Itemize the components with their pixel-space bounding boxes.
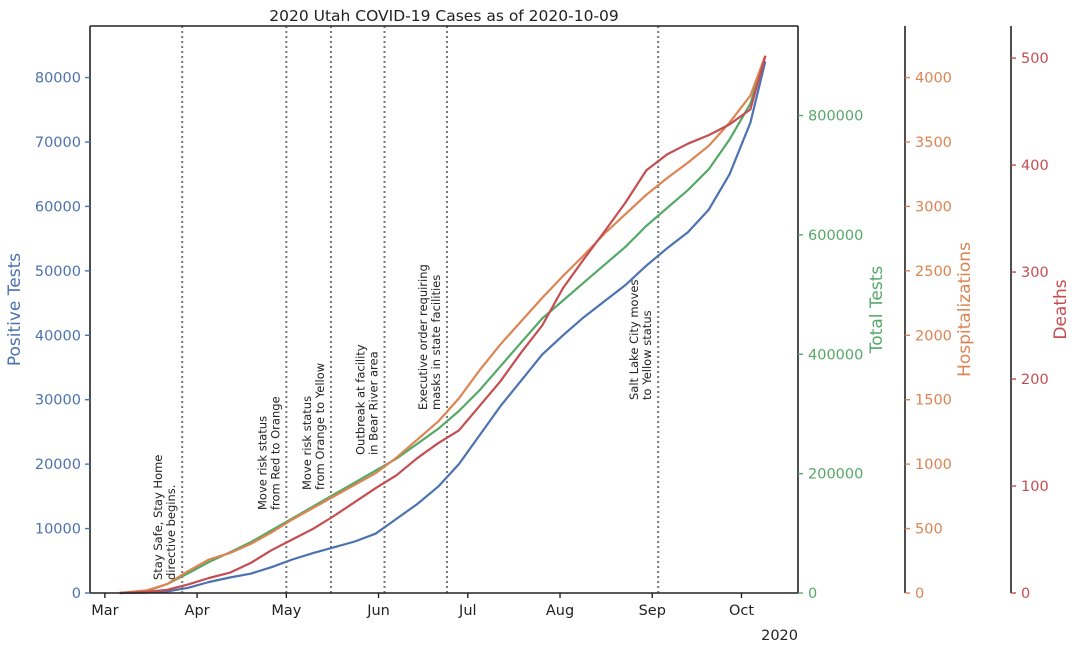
event-annotation-line: in Bear River area — [367, 351, 381, 455]
xtick-label: May — [271, 603, 301, 619]
ytick-label-positive: 40000 — [35, 328, 81, 344]
axis-title-deaths: Deaths — [1051, 279, 1071, 339]
event-annotation-line: masks in state facilities — [429, 275, 443, 410]
event-annotation: Executive order requiringmasks in state … — [416, 264, 443, 410]
ytick-label-hosp: 3000 — [915, 199, 952, 215]
chart-title: 2020 Utah COVID-19 Cases as of 2020-10-0… — [269, 7, 619, 25]
series-line-deaths — [119, 55, 767, 595]
ytick-label-positive: 0 — [72, 586, 81, 602]
series-line-positive — [119, 61, 767, 595]
ytick-label-hosp: 1500 — [915, 393, 952, 409]
ytick-label-hosp: 2000 — [915, 328, 952, 344]
event-annotation: Move risk statusfrom Orange to Yellow — [300, 363, 327, 490]
event-annotation-line: Move risk status — [300, 396, 314, 490]
xtick-label: Jul — [458, 603, 477, 619]
event-annotation: Outbreak at facilityin Bear River area — [354, 344, 381, 455]
event-markers: Stay Safe, Stay Homedirective begins. Mov… — [151, 26, 660, 593]
series-line-hosp — [119, 55, 767, 595]
event-annotation-line: to Yellow status — [640, 310, 654, 400]
ytick-label-deaths: 500 — [1021, 51, 1049, 67]
event-annotation-line: Outbreak at facility — [354, 344, 368, 455]
ytick-label-hosp: 0 — [915, 586, 924, 602]
axis-title-tests: Total Tests — [867, 266, 887, 355]
axis-title-hosp: Hospitalizations — [955, 242, 975, 377]
axes: 0100002000030000400005000060000700008000… — [5, 25, 1071, 644]
ytick-label-deaths: 100 — [1021, 479, 1049, 495]
ytick-label-tests: 200000 — [808, 467, 863, 483]
event-annotation-line: Executive order requiring — [416, 264, 430, 410]
ytick-label-tests: 0 — [808, 586, 817, 602]
ytick-label-deaths: 200 — [1021, 372, 1049, 388]
event-annotation-line: from Red to Orange — [268, 396, 282, 510]
event-annotation-line: Salt Lake City moves — [627, 280, 641, 400]
ytick-label-hosp: 1000 — [915, 457, 952, 473]
ytick-label-positive: 60000 — [35, 199, 81, 215]
event-annotation-line: directive begins. — [164, 485, 178, 580]
xaxis-offset-label: 2020 — [761, 628, 798, 644]
ytick-label-positive: 10000 — [35, 522, 81, 538]
event-annotation: Salt Lake City movesto Yellow status — [627, 280, 654, 400]
series-lines — [119, 55, 767, 595]
ytick-label-tests: 800000 — [808, 109, 863, 125]
ytick-label-deaths: 0 — [1021, 586, 1030, 602]
ytick-label-positive: 50000 — [35, 264, 81, 280]
ytick-label-hosp: 500 — [915, 522, 943, 538]
event-annotation: Stay Safe, Stay Homedirective begins. — [151, 455, 178, 580]
event-annotation-line: Stay Safe, Stay Home — [151, 455, 165, 580]
xtick-label: Apr — [185, 603, 210, 619]
event-annotation-line: from Orange to Yellow — [313, 363, 327, 490]
xtick-label: Mar — [91, 603, 118, 619]
ytick-label-hosp: 3500 — [915, 135, 952, 151]
ytick-label-tests: 600000 — [808, 228, 863, 244]
xtick-label: Oct — [729, 603, 754, 619]
ytick-label-positive: 30000 — [35, 393, 81, 409]
ytick-label-deaths: 300 — [1021, 265, 1049, 281]
xtick-label: Aug — [546, 603, 574, 619]
ytick-label-positive: 70000 — [35, 135, 81, 151]
ytick-label-positive: 20000 — [35, 457, 81, 473]
ytick-label-positive: 80000 — [35, 71, 81, 87]
event-annotation-line: Move risk status — [255, 416, 269, 510]
xtick-label: Sep — [639, 603, 666, 619]
axis-title-positive: Positive Tests — [5, 253, 25, 366]
xtick-label: Jun — [366, 603, 390, 619]
ytick-label-deaths: 400 — [1021, 158, 1049, 174]
ytick-label-tests: 400000 — [808, 347, 863, 363]
event-annotation: Move risk statusfrom Red to Orange — [255, 396, 282, 510]
ytick-label-hosp: 4000 — [915, 71, 952, 87]
ytick-label-hosp: 2500 — [915, 264, 952, 280]
